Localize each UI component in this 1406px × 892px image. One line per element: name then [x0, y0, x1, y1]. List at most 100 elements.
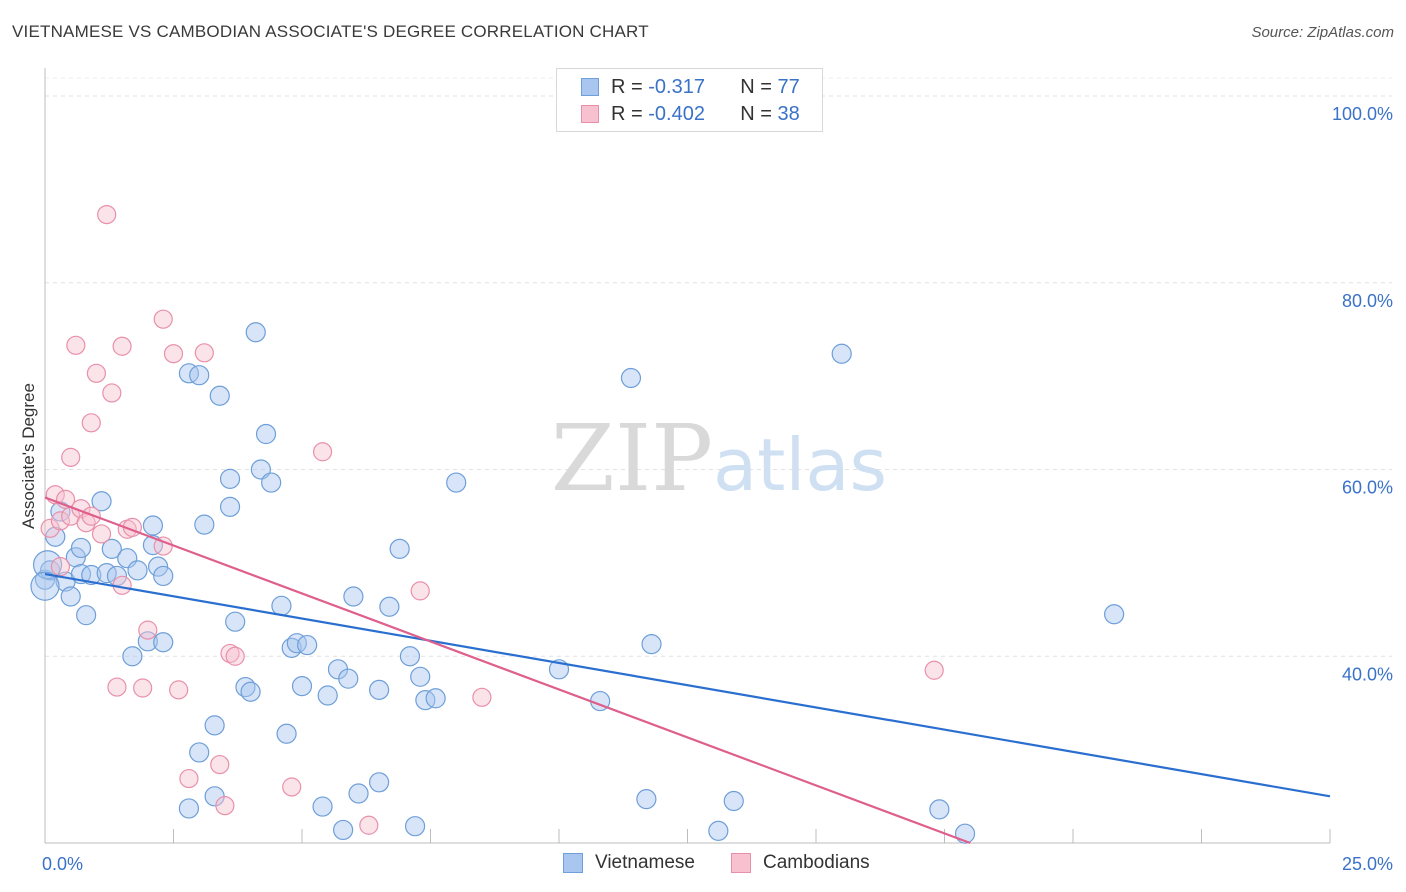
vietnamese-point: [636, 789, 657, 810]
vietnamese-point: [127, 560, 148, 581]
vietnamese-point: [286, 633, 307, 654]
vietnamese-point: [1104, 604, 1125, 625]
y-tick-label: 100.0%: [1332, 104, 1393, 124]
vietnamese-point: [446, 472, 467, 493]
cambodians-point: [153, 309, 173, 329]
watermark: ZIP atlas: [551, 405, 887, 512]
cambodians-point: [210, 754, 230, 775]
cambodians-point: [220, 643, 240, 664]
watermark-atlas: atlas: [713, 423, 887, 507]
legend-swatch-cambodians: [581, 105, 599, 123]
legend-n-label: N =: [740, 102, 778, 125]
vietnamese-point: [70, 537, 92, 559]
cambodians-point: [163, 344, 184, 364]
cambodians-point: [169, 680, 189, 700]
vietnamese-point: [30, 571, 60, 601]
vietnamese-point: [415, 690, 436, 711]
legend-r-label: R =: [611, 102, 649, 125]
vietnamese-point: [369, 772, 390, 793]
vietnamese-point: [209, 385, 230, 406]
chart-source: Source: ZipAtlas.com: [1251, 24, 1394, 41]
legend-n-value: 38: [777, 102, 800, 125]
watermark-zip: ZIP: [551, 405, 713, 512]
legend-n-value: 77: [777, 75, 800, 98]
legend-r-label: R =: [611, 75, 649, 98]
cambodians-point: [215, 796, 235, 816]
cambodians-point: [40, 518, 60, 538]
y-tick-label: 40.0%: [1342, 664, 1393, 684]
vietnamese-point: [425, 688, 446, 709]
cambodians-point: [107, 677, 127, 697]
cambodians-point: [50, 511, 71, 531]
series-swatch-vietnamese: [563, 853, 583, 873]
vietnamese-point: [641, 634, 662, 655]
cambodians-point: [194, 343, 214, 363]
axes: [44, 68, 1331, 844]
cambodians-point: [282, 777, 302, 797]
series-legend: Vietnamese Cambodians: [0, 852, 1406, 878]
cambodians-point: [138, 620, 158, 640]
cambodian-points: [40, 204, 944, 835]
vietnamese-point: [620, 367, 642, 389]
vietnamese-point: [723, 790, 744, 812]
legend-n-label: N =: [740, 75, 778, 98]
vietnamese-point: [399, 646, 421, 667]
vietnamese-point: [32, 550, 63, 580]
cambodians-point: [112, 336, 132, 356]
series-label-cambodians: Cambodians: [763, 852, 870, 873]
vietnamese-point: [91, 491, 112, 512]
vietnamese-point: [333, 819, 354, 841]
vietnamese-point: [225, 611, 246, 632]
vietnamese-point: [291, 676, 313, 697]
cambodians-point: [50, 557, 71, 577]
vietnamese-point: [255, 423, 277, 445]
cambodians-point: [133, 678, 153, 698]
trend-lines: [44, 496, 1331, 845]
series-label-vietnamese: Vietnamese: [595, 852, 695, 873]
legend-r-value: -0.317: [648, 75, 705, 98]
vietnamese-trend-line: [44, 573, 1331, 798]
cambodians-point: [91, 524, 112, 544]
vietnamese-point: [261, 472, 282, 493]
vietnamese-point: [831, 343, 852, 364]
vietnamese-point: [194, 514, 215, 535]
vietnamese-point: [101, 538, 122, 559]
vietnamese-point: [142, 515, 164, 536]
vietnamese-point: [348, 783, 369, 804]
cambodians-point: [81, 506, 101, 526]
vietnamese-point: [245, 322, 266, 343]
vietnamese-point: [276, 723, 297, 744]
cambodians-point: [225, 646, 245, 666]
vietnamese-point: [219, 468, 241, 489]
legend-row-vietnamese: R = -0.317 N = 77: [581, 75, 800, 99]
vietnamese-point: [189, 742, 210, 763]
vietnamese-point: [708, 820, 729, 841]
cambodians-point: [86, 363, 107, 383]
cambodians-point: [924, 660, 944, 680]
vietnamese-point: [312, 796, 333, 817]
legend-r-value: -0.402: [648, 102, 705, 125]
vietnamese-point: [137, 631, 158, 652]
vietnamese-point: [404, 816, 426, 837]
vietnamese-point: [81, 564, 102, 586]
vietnamese-point: [297, 634, 318, 656]
vietnamese-point: [60, 586, 81, 607]
correlation-legend: R = -0.317 N = 77 R = -0.402 N = 38: [556, 68, 823, 132]
legend-swatch-vietnamese: [581, 78, 599, 96]
vietnamese-point: [178, 363, 200, 384]
vietnamese-point: [153, 632, 174, 653]
vietnamese-point: [219, 496, 241, 517]
vietnamese-point: [271, 595, 292, 616]
vietnamese-point: [929, 799, 950, 820]
tick-labels: 100.0% 80.0% 60.0% 40.0% 0.0% 25.0%: [42, 104, 1393, 874]
cambodians-point: [472, 687, 492, 707]
grid-lines: [45, 77, 1392, 657]
cambodians-point: [81, 413, 101, 433]
vietnamese-point: [204, 715, 225, 736]
vietnamese-point: [153, 565, 174, 587]
vietnamese-point: [338, 668, 359, 689]
cambodians-point: [312, 442, 333, 462]
cambodians-point: [61, 447, 81, 467]
x-tick-label: 25.0%: [1342, 854, 1393, 874]
vietnamese-point: [147, 556, 169, 577]
